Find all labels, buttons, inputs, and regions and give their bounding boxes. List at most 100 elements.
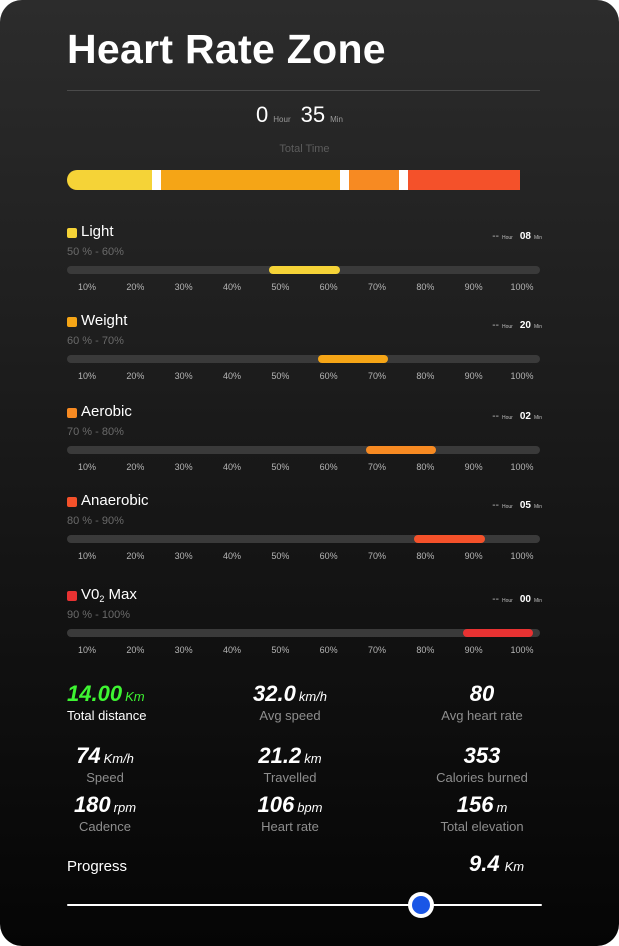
progress-value: 9.4 [469,851,500,876]
scale-tick-label: 10% [77,551,97,561]
scale-tick-label: 80% [416,462,435,472]
zone-bar-segment [67,170,153,190]
zone-color-swatch [67,591,77,601]
stat-elevation: 156 m Total elevation [422,792,542,834]
scale-tick-label: 80% [416,645,435,655]
zone-duration: -- Hour 02 Min [492,406,542,424]
zone-scale: 10% 20% 30% 40% 50% 60% 70% 80% 90% 100% [67,645,542,659]
calories-label: Calories burned [436,770,528,785]
elevation-label: Total elevation [440,819,524,834]
zone-anaerobic: Anaerobic 80 % - 90% -- Hour 05 Min 10% 20% 3… [67,491,542,571]
zone-range-fill [462,629,533,637]
scale-tick-label: 60% [319,645,338,655]
zone-hours: -- [492,594,499,605]
cadence-label: Cadence [78,819,132,834]
zone-range: 90 % - 100% [67,609,130,621]
zone-bar-segment [407,170,520,190]
zone-track [67,535,540,543]
cadence-value: 180 [73,792,111,817]
avg-speed-value: 32.0 [253,681,296,706]
zone-hour-unit: Hour [501,415,513,421]
zone-range: 60 % - 70% [67,335,124,347]
zone-minutes: 02 [519,411,531,422]
scale-tick-label: 90% [464,282,483,292]
zone-name-tail: Max [104,586,137,603]
zone-track [67,629,540,637]
scale-tick-label: 60% [319,282,338,292]
speed-value: 74 [76,743,101,768]
zone-color-swatch [67,228,77,238]
zone-min-unit: Min [533,598,542,604]
scale-tick-label: 30% [174,551,193,561]
scale-tick-label: 60% [319,371,338,381]
progress-slider-track[interactable] [67,904,542,906]
scale-tick-label: 20% [126,645,145,655]
zone-duration: -- Hour 00 Min [492,589,542,607]
scale-tick-label: 40% [222,462,242,472]
zone-vo2-max: V02 Max 90 % - 100% -- Hour 00 Min 10% 20% 30… [67,585,542,665]
zone-minutes: 00 [519,594,531,605]
total-distance-unit: Km [125,689,145,704]
scale-tick-label: 100% [510,282,534,292]
zone-min-unit: Min [533,235,542,241]
scale-tick-label: 90% [464,645,483,655]
scale-tick-label: 40% [222,282,242,292]
zone-name-subscript: 2 [99,594,105,604]
scale-tick-label: 40% [222,551,242,561]
scale-tick-label: 20% [126,282,145,292]
scale-tick-label: 90% [464,371,483,381]
zone-hours: -- [492,500,499,511]
zone-min-unit: Min [533,504,542,510]
zone-range-fill [414,535,485,543]
zone-minutes: 08 [519,231,531,242]
total-minutes-unit: Min [330,115,343,124]
zone-aerobic: Aerobic 70 % - 80% -- Hour 02 Min 10% 20% 30%… [67,402,542,482]
scale-tick-label: 50% [271,282,290,292]
zone-min-unit: Min [533,415,542,421]
zone-scale: 10% 20% 30% 40% 50% 60% 70% 80% 90% 100% [67,462,542,476]
scale-tick-label: 70% [367,371,387,381]
total-distance-label: Total distance [67,708,147,723]
zone-duration: -- Hour 05 Min [492,495,542,513]
zone-name: V02 Max [81,586,137,604]
calories-value: 353 [463,743,501,768]
scale-tick-label: 50% [271,371,290,381]
stat-avg-speed: 32.0 km/h Avg speed [235,681,345,723]
scale-tick-label: 20% [126,462,145,472]
zone-bar-segment [349,170,399,190]
slider-thumb-dot [411,896,430,914]
stat-speed: 74 Km/h Speed [65,743,145,785]
zone-hour-unit: Hour [501,324,513,330]
scale-tick-label: 80% [416,282,435,292]
zone-scale: 10% 20% 30% 40% 50% 60% 70% 80% 90% 100% [67,371,542,385]
scale-tick-label: 70% [367,551,387,561]
stat-travelled: 21.2 km Travelled [240,743,340,785]
scale-tick-label: 40% [222,645,242,655]
total-hours-unit: Hour [273,115,291,124]
scale-tick-label: 20% [126,551,145,561]
scale-tick-label: 100% [510,551,534,561]
zone-duration: -- Hour 08 Min [492,226,542,244]
scale-tick-label: 90% [464,462,483,472]
progress-slider-thumb[interactable] [407,892,434,918]
zone-hour-unit: Hour [501,235,513,241]
scale-tick-label: 70% [367,645,387,655]
zone-name: Anaerobic [81,492,149,509]
scale-tick-label: 70% [367,282,387,292]
zone-bar-separator [152,170,162,190]
avg-speed-unit: km/h [298,689,327,704]
scale-tick-label: 50% [271,645,290,655]
zone-color-swatch [67,497,77,507]
total-minutes: 35 [300,102,326,127]
stat-total-distance: 14.00 Km Total distance [67,681,147,723]
scale-tick-label: 10% [77,645,97,655]
speed-unit: Km/h [103,751,134,766]
scale-tick-label: 50% [271,462,290,472]
avg-heart-rate-label: Avg heart rate [441,708,523,723]
progress-readout: 9.4 Km [469,851,524,877]
total-distance-value: 14.00 [67,681,123,706]
stat-avg-heart-rate: 80 Avg heart rate [422,681,542,723]
zone-min-unit: Min [533,324,542,330]
scale-tick-label: 90% [464,551,483,561]
avg-heart-rate-value: 80 [469,681,495,706]
